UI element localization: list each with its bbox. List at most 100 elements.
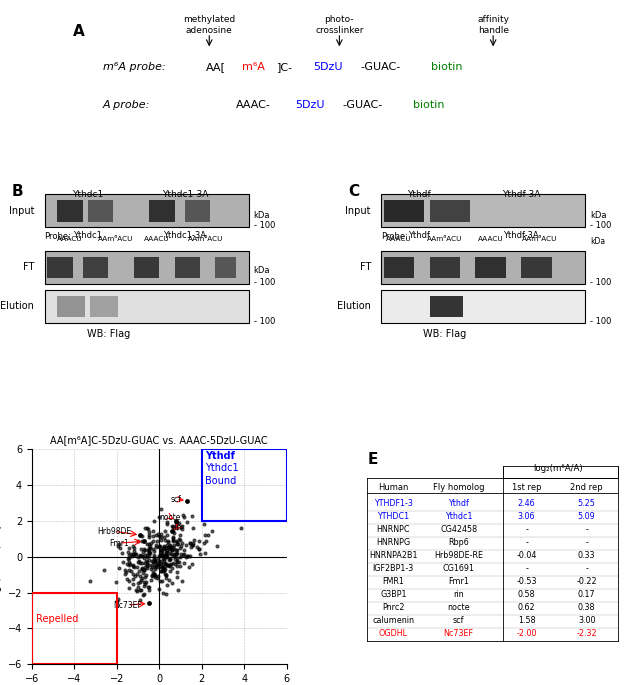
Point xyxy=(162,547,172,558)
Text: methylated
adenosine: methylated adenosine xyxy=(183,16,235,35)
Text: 2.46: 2.46 xyxy=(518,499,536,508)
Point xyxy=(123,557,134,568)
Point xyxy=(113,540,123,551)
Point xyxy=(170,521,181,532)
Point xyxy=(177,523,188,534)
Point xyxy=(181,551,191,562)
Point xyxy=(160,569,170,580)
Point xyxy=(179,558,189,569)
Point xyxy=(132,585,142,596)
Point xyxy=(153,570,163,581)
Text: 5.25: 5.25 xyxy=(577,499,596,508)
Point xyxy=(141,556,151,566)
Bar xyxy=(174,257,200,278)
Text: FT: FT xyxy=(23,262,34,273)
Point xyxy=(171,548,181,559)
Point xyxy=(99,564,109,575)
Text: nocte: nocte xyxy=(447,603,470,612)
Text: ]C-: ]C- xyxy=(277,62,293,72)
Text: FT: FT xyxy=(359,262,371,273)
Point xyxy=(154,551,164,562)
Point xyxy=(169,549,179,560)
Point xyxy=(147,569,157,580)
Point xyxy=(149,569,160,580)
Point xyxy=(113,538,123,549)
Point xyxy=(149,558,160,569)
Point xyxy=(153,562,163,573)
Point xyxy=(128,546,139,557)
Point xyxy=(128,549,138,560)
Point xyxy=(177,549,188,560)
Point xyxy=(153,528,163,539)
Point xyxy=(156,549,167,560)
Point xyxy=(162,516,172,527)
Text: Ythdf-3A: Ythdf-3A xyxy=(504,232,539,240)
Point xyxy=(163,542,173,553)
Text: A probe:: A probe: xyxy=(103,100,150,110)
Point xyxy=(117,548,127,559)
Point xyxy=(155,549,165,560)
Point xyxy=(141,577,151,588)
Point xyxy=(158,542,168,553)
Point xyxy=(151,536,162,547)
Text: Ythdc1: Ythdc1 xyxy=(445,512,473,521)
Point xyxy=(156,547,166,558)
Point xyxy=(178,509,188,520)
Point xyxy=(134,549,144,560)
Point xyxy=(172,560,183,571)
Point xyxy=(148,536,158,547)
Point xyxy=(148,560,158,571)
Point xyxy=(173,584,183,595)
Text: affinity
handle: affinity handle xyxy=(477,16,509,35)
Point xyxy=(170,549,180,560)
Text: C: C xyxy=(348,184,359,199)
Text: Ythdc1: Ythdc1 xyxy=(73,232,102,240)
Text: 0.17: 0.17 xyxy=(578,590,595,599)
Point xyxy=(172,571,182,582)
Point xyxy=(156,558,166,569)
Point xyxy=(156,576,167,587)
Text: Ythdc1: Ythdc1 xyxy=(205,463,238,473)
Text: -2.32: -2.32 xyxy=(576,629,597,638)
Point xyxy=(135,595,145,606)
Text: Probe:: Probe: xyxy=(45,232,71,241)
Point xyxy=(193,544,204,555)
Point xyxy=(124,564,134,575)
Point xyxy=(140,545,150,556)
Point xyxy=(163,536,173,547)
Point xyxy=(155,576,165,587)
Bar xyxy=(216,257,236,278)
Text: WB: Flag: WB: Flag xyxy=(86,329,130,339)
Point xyxy=(136,543,146,554)
Text: Human: Human xyxy=(378,483,408,493)
Point xyxy=(118,556,128,567)
Point xyxy=(172,544,182,555)
Point xyxy=(155,541,165,552)
Bar xyxy=(47,257,73,278)
Text: Nc73EF: Nc73EF xyxy=(444,629,474,638)
Point xyxy=(142,549,153,560)
Point xyxy=(161,548,171,559)
Point xyxy=(114,543,125,553)
Point xyxy=(128,578,138,589)
Text: Rbp6: Rbp6 xyxy=(448,538,469,547)
Point xyxy=(141,522,151,533)
Point xyxy=(127,551,137,562)
Point xyxy=(207,525,217,536)
Point xyxy=(172,538,183,549)
Point xyxy=(160,557,170,568)
Point xyxy=(158,558,169,569)
Bar xyxy=(134,257,159,278)
Point xyxy=(139,565,149,576)
Text: -: - xyxy=(585,538,588,547)
Point xyxy=(160,551,170,562)
Text: Ythdc1: Ythdc1 xyxy=(73,190,104,199)
Bar xyxy=(429,200,470,221)
Text: kDa: kDa xyxy=(590,211,607,220)
Text: AAm⁶ACU: AAm⁶ACU xyxy=(522,236,557,242)
Point xyxy=(184,562,194,573)
Text: scf: scf xyxy=(171,495,182,503)
Point xyxy=(154,512,164,523)
Point xyxy=(167,521,177,532)
Point xyxy=(189,535,199,546)
